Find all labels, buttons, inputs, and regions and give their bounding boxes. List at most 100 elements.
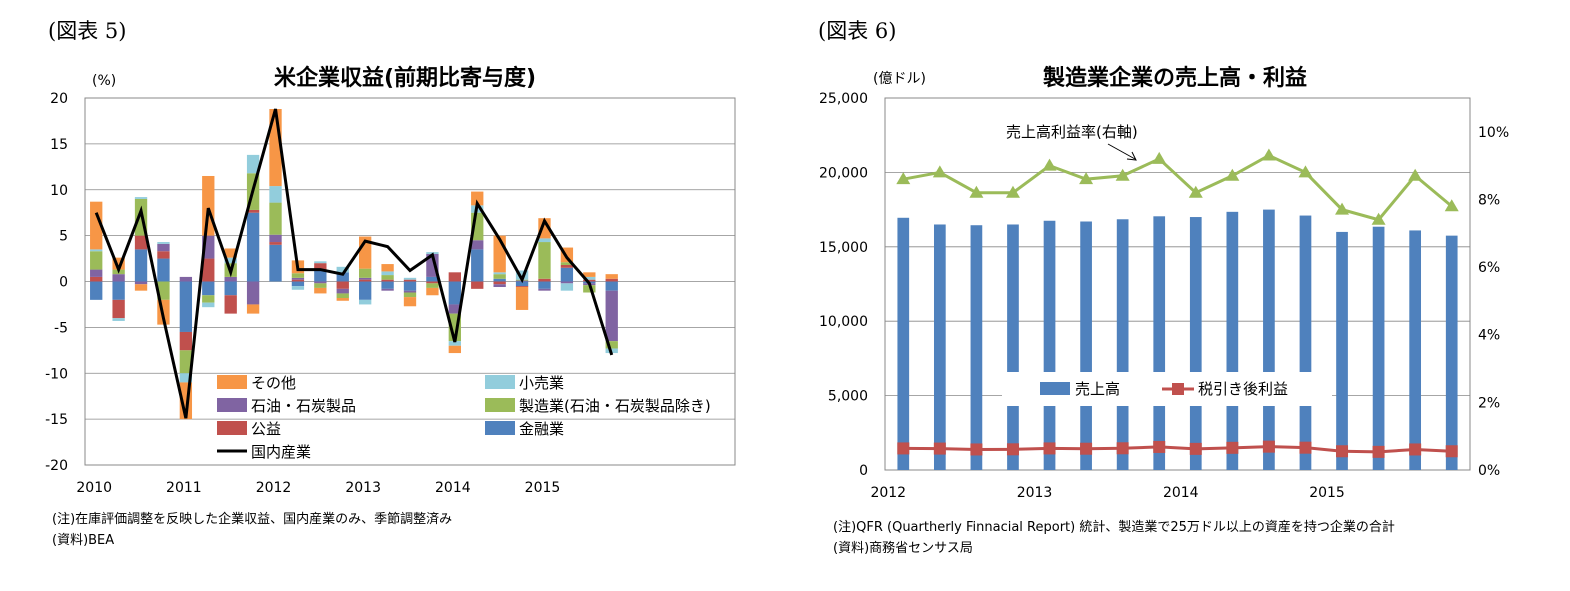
chart1-bar <box>359 279 372 282</box>
chart2-unit: (億ドル) <box>873 71 926 87</box>
chart1-bar <box>448 345 461 354</box>
chart1-bar <box>224 248 237 258</box>
chart2-y2tick: 10% <box>1478 125 1509 141</box>
chart1-bar <box>336 272 349 282</box>
chart2-margin-marker <box>932 165 947 178</box>
chart2-profit-marker <box>1299 441 1312 454</box>
chart1-ytick: 5 <box>59 229 68 245</box>
chart2-margin-marker <box>1298 165 1313 178</box>
chart1-bar <box>403 281 417 291</box>
chart1-bar <box>359 277 372 280</box>
chart1-bar <box>403 292 417 298</box>
chart2-profit-marker <box>1080 442 1093 455</box>
chart1-bar <box>538 242 551 279</box>
chart2-legend-label: 税引き後利益 <box>1198 380 1288 398</box>
chart1-bar <box>90 276 103 282</box>
chart1-bar <box>426 252 439 254</box>
chart1-bar <box>202 302 215 308</box>
chart1-bar <box>605 341 618 349</box>
chart1-bar <box>90 201 103 250</box>
chart2-annotation-arrowhead <box>1126 151 1137 161</box>
chart1-bar <box>202 295 215 303</box>
chart1-bar <box>359 268 372 278</box>
chart2-bar <box>1299 215 1312 470</box>
chart1-bar <box>224 281 237 296</box>
chart1-bar <box>560 264 574 268</box>
chart1-bar <box>381 264 394 272</box>
chart1-bar <box>157 281 170 300</box>
chart1-legend-swatch <box>485 375 515 389</box>
chart1-bar <box>336 266 349 273</box>
chart1-legend-label: 金融業 <box>519 420 564 438</box>
chart1-bar <box>493 272 506 275</box>
chart2-margin-marker <box>1079 172 1094 185</box>
chart2-y2tick: 0% <box>1478 463 1500 479</box>
chart1-bar <box>202 175 215 236</box>
chart1-bar <box>179 281 193 332</box>
chart2-ytick: 0 <box>859 463 868 479</box>
chart1-bar <box>269 234 282 243</box>
chart1-bar <box>471 249 484 282</box>
chart1-bar <box>134 249 148 282</box>
chart1-bar <box>426 276 439 282</box>
chart1-bar <box>493 278 506 282</box>
chart1-bar <box>403 279 417 282</box>
chart1-bar <box>336 281 349 289</box>
chart2-bar <box>1372 226 1385 470</box>
chart1-legend-label: 製造業(石油・石炭製品除き) <box>519 397 711 415</box>
chart1-line-domestic <box>94 108 614 419</box>
chart1-bar <box>246 212 260 282</box>
chart1-xtick: 2011 <box>166 480 202 496</box>
chart1-bar <box>134 197 148 199</box>
chart1-bar <box>583 285 596 293</box>
chart2-profit-marker <box>1043 442 1056 455</box>
chart1-unit: (%) <box>92 73 117 89</box>
chart1-xtick: 2013 <box>345 480 381 496</box>
chart2-legend-label: 売上高 <box>1075 380 1120 398</box>
chart1-bar <box>560 267 574 282</box>
chart1-bar <box>291 277 305 280</box>
chart1-ytick: -10 <box>45 366 68 382</box>
chart2-profit-marker <box>897 442 910 455</box>
chart2-bar <box>1043 220 1056 470</box>
chart1-xtick: 2010 <box>76 480 112 496</box>
chart1-bar <box>605 278 618 282</box>
chart2-line-margin <box>903 153 1453 222</box>
chart2-ytick: 10,000 <box>819 314 868 330</box>
chart2-profit-marker <box>1189 442 1202 455</box>
chart1-bar <box>538 281 551 289</box>
chart2-margin-marker <box>1225 168 1240 181</box>
chart2-title: 製造業企業の売上高・利益 <box>1042 66 1307 91</box>
chart1-bar <box>538 288 551 291</box>
chart1-source: (資料)BEA <box>52 533 115 548</box>
chart1-bar <box>560 283 574 291</box>
chart1-legend-label: 小売業 <box>519 374 564 392</box>
chart1-bar <box>471 191 484 206</box>
chart2-xtick: 2012 <box>870 485 906 501</box>
chart2-profit-marker <box>1153 440 1166 453</box>
chart2-y2tick: 6% <box>1478 260 1500 276</box>
chart1-bar <box>448 341 461 346</box>
chart1-bar <box>381 271 394 276</box>
chart2-profit-marker <box>970 443 983 456</box>
chart2-legend-swatch <box>1040 382 1070 395</box>
chart1-bar <box>538 278 551 282</box>
chart1-bar <box>336 288 349 294</box>
chart2-bar <box>1445 235 1458 470</box>
chart1-bar <box>157 242 170 244</box>
chart1-bar <box>224 295 237 314</box>
chart2-margin-marker <box>896 172 911 185</box>
chart1-legend-swatch <box>217 421 247 435</box>
chart1-bar <box>157 251 170 259</box>
chart1-bar <box>90 281 103 300</box>
chart2-ytick: 15,000 <box>819 240 868 256</box>
chart2-profit-marker <box>1336 445 1349 458</box>
chart1-legend-label: 国内産業 <box>251 443 311 461</box>
chart2-margin-marker <box>1188 185 1203 198</box>
chart1-bar <box>403 277 417 280</box>
chart2-bar <box>1263 209 1275 470</box>
chart1-title: 米企業収益(前期比寄与度) <box>273 66 537 91</box>
chart1-bar <box>560 262 574 265</box>
chart2-bar <box>933 224 946 470</box>
chart1-bar <box>381 279 394 282</box>
